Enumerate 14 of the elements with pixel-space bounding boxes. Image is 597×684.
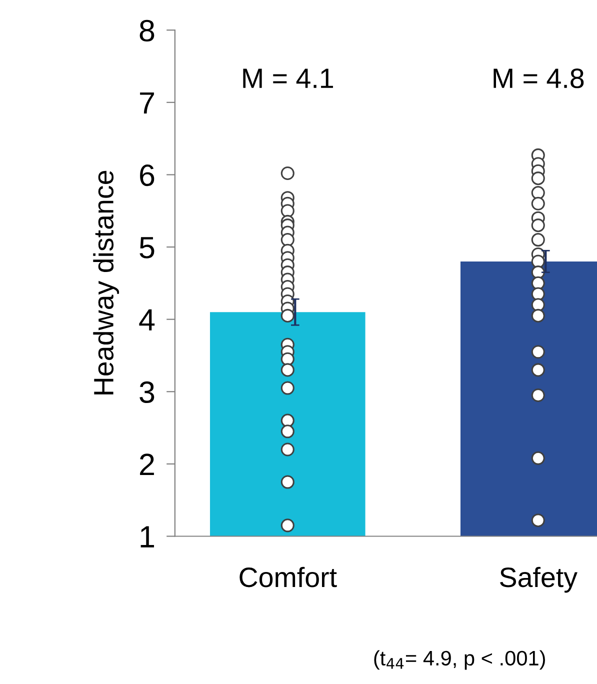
y-tick-label: 7 [140,92,154,114]
y-axis-title: Headway distance [93,170,120,394]
x-tick-label: Comfort [240,566,337,588]
y-tick-label: 6 [140,164,154,186]
y-tick-label: 8 [140,20,154,42]
y-tick-label: 5 [140,237,154,258]
y-tick-label: 1 [140,526,154,548]
annotation: M = 4.8 [494,68,584,88]
y-tick-label: 2 [140,454,154,476]
y-tick-label: 3 [140,381,154,404]
x-tick-label: Safety [500,566,578,593]
text: (t$_{44}$= 4.9, p < .001) [374,650,545,670]
annotation: M = 4.1 [243,68,333,88]
y-tick-label: 4 [139,309,155,330]
